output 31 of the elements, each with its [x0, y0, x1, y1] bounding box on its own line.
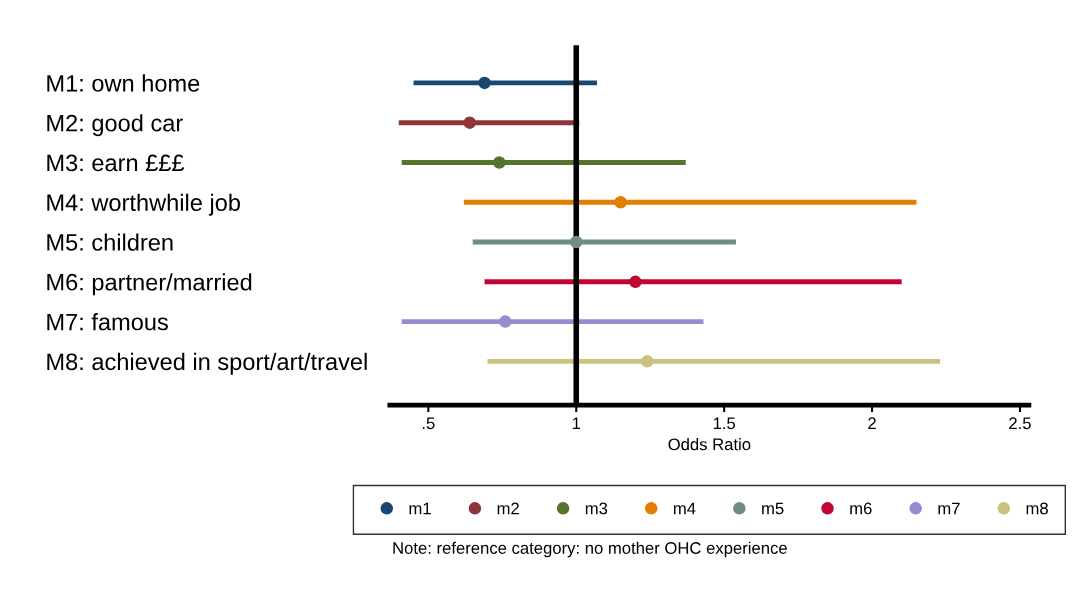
legend-label: m1 [409, 502, 431, 515]
legend-label: m6 [850, 502, 872, 515]
legend-label: m2 [497, 502, 519, 515]
x-tick-label: 2.5 [1009, 417, 1031, 430]
y-tick-label: M4: worthwhile job [47, 193, 240, 216]
y-tick-label: M2: good car [47, 114, 183, 137]
y-tick-label: M5: children [47, 233, 173, 251]
point [498, 315, 512, 328]
y-tick-label: M3: earn £££ [47, 154, 185, 172]
point [569, 235, 583, 249]
point [629, 275, 642, 289]
point [463, 116, 477, 129]
y-tick-label: M8: achieved in sport/art/travel [47, 352, 367, 375]
legend-label: m3 [585, 502, 608, 515]
legend-label: m7 [938, 502, 960, 515]
text: Note: reference category: no mother OHC experience [393, 541, 787, 558]
point [493, 156, 506, 169]
y-tick-label: M6: partner/married [47, 273, 252, 296]
point [478, 76, 491, 90]
point [640, 355, 654, 368]
point [614, 196, 627, 209]
y-tick-label: M7: famous [47, 313, 168, 331]
x-tick-label: 2 [868, 417, 876, 429]
x-tick-label: 1.5 [713, 417, 736, 430]
y-tick-label: M1: own home [47, 74, 200, 92]
x-axis-title: Odds Ratio [668, 438, 751, 451]
legend-label: m8 [1026, 502, 1048, 515]
x-tick-label: 1 [572, 417, 581, 429]
legend-label: m4 [673, 502, 696, 515]
legend-label: m5 [762, 502, 784, 515]
x-tick-label: .5 [422, 417, 435, 430]
